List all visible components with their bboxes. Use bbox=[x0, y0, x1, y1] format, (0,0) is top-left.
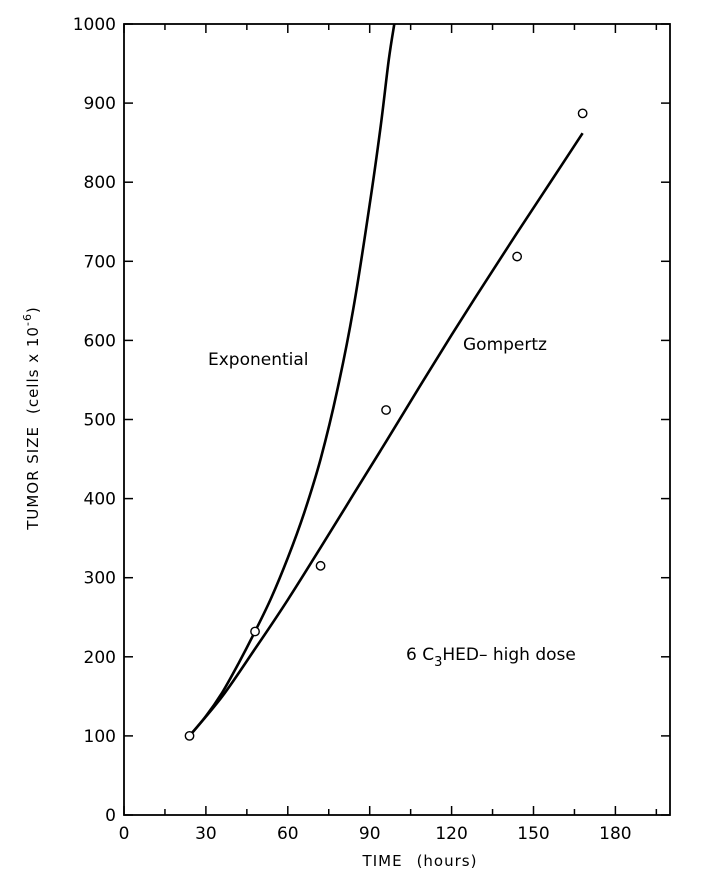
data-point-marker bbox=[381, 405, 391, 415]
y-tick-label: 400 bbox=[84, 490, 116, 510]
x-tick-label: 150 bbox=[517, 824, 549, 844]
y-tick-label: 100 bbox=[84, 727, 116, 747]
y-tick-labels: 0 100 200 300 400 500 600 700 800 900 1000 bbox=[73, 15, 116, 826]
plot-frame bbox=[123, 23, 671, 816]
data-point-marker bbox=[184, 731, 195, 741]
data-point-marker bbox=[512, 251, 523, 262]
data-point-marker bbox=[315, 560, 326, 571]
data-point-marker bbox=[250, 626, 260, 637]
plot-border bbox=[123, 23, 671, 816]
y-tick-label: 300 bbox=[84, 569, 116, 589]
exponential-curve bbox=[188, 23, 396, 737]
series-lines bbox=[188, 23, 584, 737]
y-tick-label: 1000 bbox=[73, 15, 116, 35]
y-tick-label: 0 bbox=[105, 806, 116, 826]
x-tick-label: 30 bbox=[195, 824, 217, 844]
y-tick-label: 800 bbox=[84, 173, 116, 193]
condition-label: 6 C3HED– high dose bbox=[406, 645, 576, 670]
data-points bbox=[184, 108, 588, 741]
y-tick-label: 200 bbox=[84, 648, 116, 668]
x-tick-labels: 0 30 60 90 120 150 180 bbox=[119, 824, 632, 844]
x-tick-label: 90 bbox=[359, 824, 381, 844]
y-tick-label: 700 bbox=[84, 252, 116, 272]
gompertz-curve bbox=[188, 132, 584, 737]
x-tick-label: 60 bbox=[277, 824, 299, 844]
x-tick-label: 120 bbox=[435, 824, 467, 844]
x-axis-title: TIME (hours) bbox=[362, 852, 478, 870]
data-point-marker bbox=[577, 108, 588, 119]
y-tick-label: 900 bbox=[84, 94, 116, 114]
y-axis-title: TUMOR SIZE(cells x 10-6) bbox=[21, 306, 42, 531]
gompertz-label: Gompertz bbox=[463, 335, 547, 355]
exponential-label: Exponential bbox=[208, 350, 309, 370]
y-tick-label: 600 bbox=[84, 331, 116, 351]
y-tick-label: 500 bbox=[84, 411, 116, 431]
x-tick-label: 180 bbox=[599, 824, 631, 844]
axis-ticks bbox=[123, 23, 670, 816]
x-tick-label: 0 bbox=[119, 824, 130, 844]
